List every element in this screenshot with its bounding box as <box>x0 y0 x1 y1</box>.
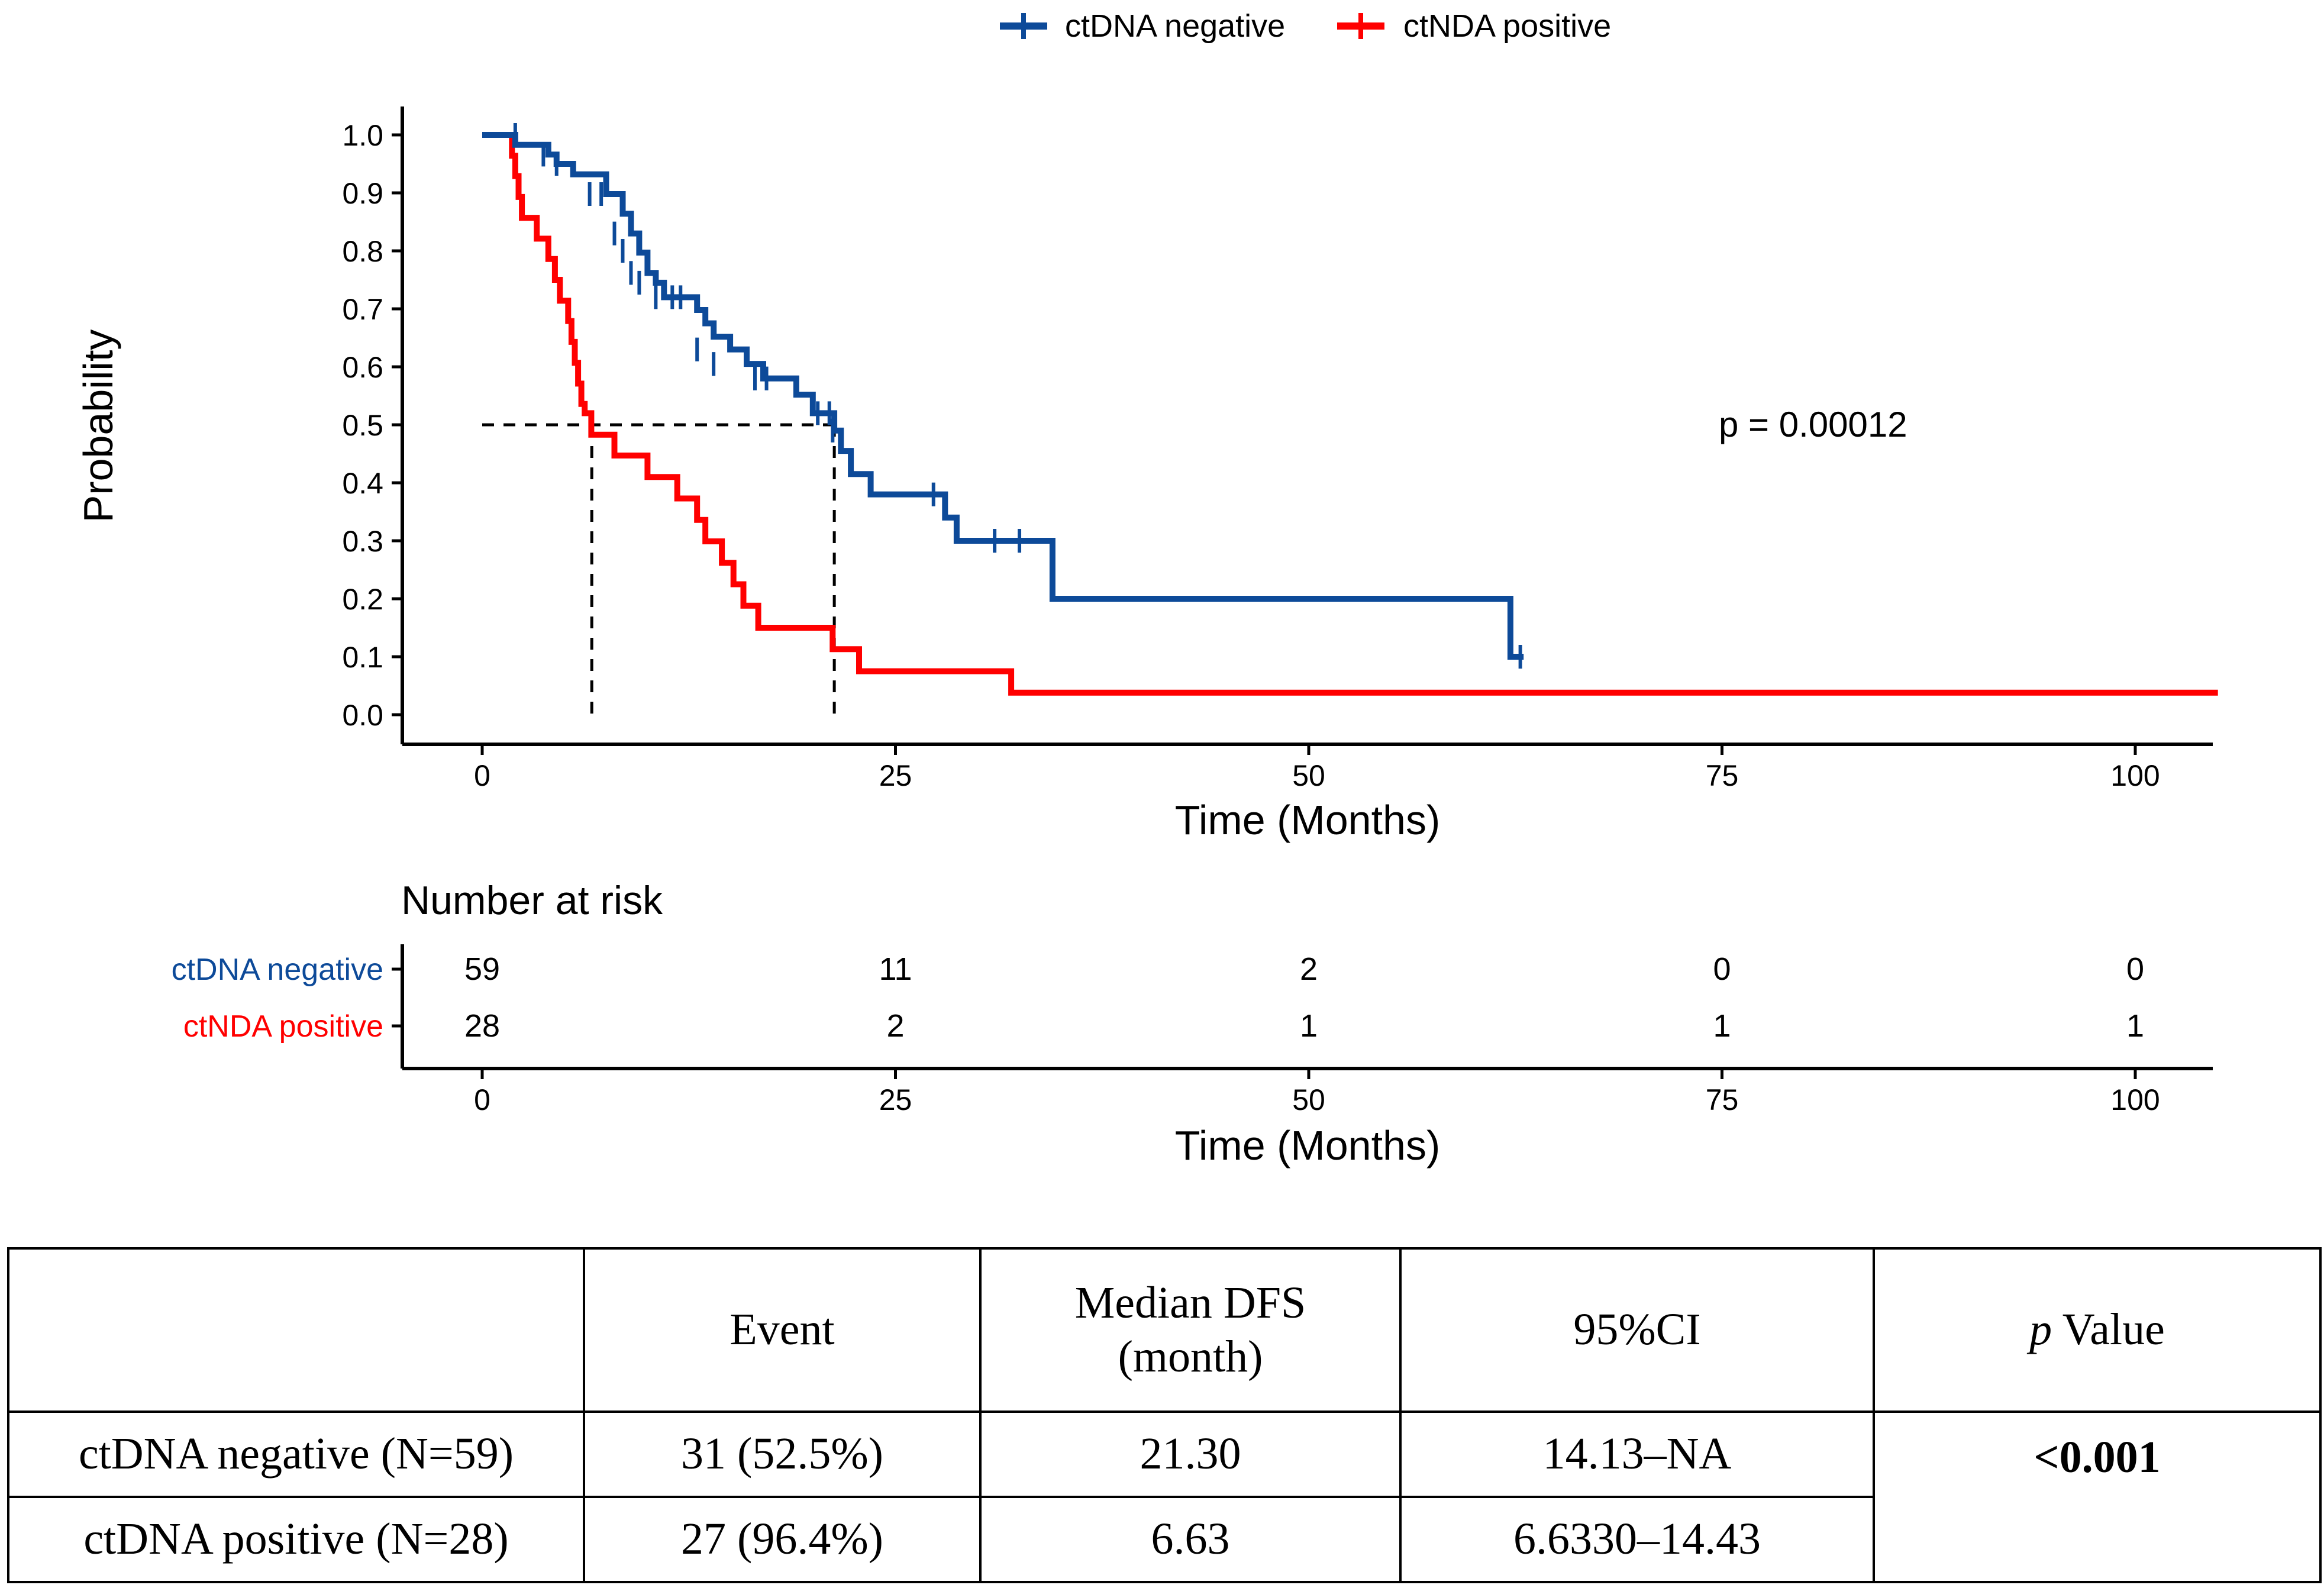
risk-row-label: ctNDA positive <box>183 1009 383 1044</box>
table-row: ctDNA negative (N=59) 31 (52.5%) 21.30 1… <box>7 1411 2322 1583</box>
row-median-positive: 6.63 <box>979 1496 1402 1583</box>
y-tick-label: 1.0 <box>342 119 383 152</box>
y-tick-label: 0.8 <box>342 235 383 268</box>
risk-value: 59 <box>464 951 500 987</box>
y-tick-label: 0.9 <box>342 177 383 210</box>
x-tick-label: 100 <box>2110 759 2160 792</box>
x-tick-group: 0 25 50 75 100 <box>474 744 2160 792</box>
y-tick-label: 0.7 <box>342 293 383 326</box>
y-tick-label: 0.1 <box>342 641 383 674</box>
table-header-row: Event Median DFS (month) 95%CI p Value <box>7 1247 2322 1413</box>
header-median-line1: Median DFS <box>1074 1277 1306 1328</box>
risk-x-tick-label: 50 <box>1292 1083 1325 1116</box>
header-cell-pvalue: p Value <box>1873 1247 2322 1413</box>
y-tick-label: 0.2 <box>342 583 383 616</box>
y-tick-label: 0.0 <box>342 699 383 732</box>
header-p-italic: p <box>2029 1305 2052 1355</box>
median-lines <box>482 423 836 715</box>
row-ci-negative: 14.13–NA <box>1399 1411 1875 1498</box>
legend-label-negative: ctDNA negative <box>1065 8 1285 44</box>
risk-value: 1 <box>1713 1008 1731 1044</box>
header-cell-ci: 95%CI <box>1399 1247 1875 1413</box>
y-axis-title: Probability <box>75 330 121 523</box>
x-tick-label: 25 <box>879 759 912 792</box>
legend-item-negative: ctDNA negative <box>1000 8 1285 44</box>
y-tick-group: 0.0 0.1 0.2 0.3 0.4 0.5 0.6 0.7 0.8 0.9 1.0 <box>342 119 402 732</box>
row-median-negative: 21.30 <box>979 1411 1402 1498</box>
risk-value: 2 <box>1300 951 1318 987</box>
x-axis-title: Time (Months) <box>1175 797 1441 843</box>
legend: ctDNA negative ctNDA positive <box>1000 8 1611 44</box>
series-group <box>482 123 2218 696</box>
header-cell-median: Median DFS (month) <box>979 1247 1402 1413</box>
risk-value: 0 <box>1713 951 1731 987</box>
series-line-negative <box>482 132 1524 660</box>
risk-value: 1 <box>1300 1008 1318 1044</box>
legend-label-positive: ctNDA positive <box>1403 8 1611 44</box>
y-axis: 0.0 0.1 0.2 0.3 0.4 0.5 0.6 0.7 0.8 0.9 1.0 <box>342 106 404 744</box>
series-line-positive <box>482 132 2218 696</box>
row-group-negative: ctDNA negative (N=59) <box>7 1411 585 1498</box>
risk-x-tick-label: 25 <box>879 1083 912 1116</box>
p-value-annotation: p = 0.00012 <box>1719 405 1907 444</box>
header-cell-empty <box>7 1247 585 1413</box>
header-cell-event: Event <box>583 1247 982 1413</box>
risk-value: 1 <box>2126 1008 2144 1044</box>
y-tick-label: 0.3 <box>342 525 383 558</box>
table-row: ctDNA positive (N=28) 27 (96.4%) 6.63 6.… <box>7 1496 2320 1583</box>
y-tick-label: 0.6 <box>342 351 383 384</box>
risk-x-tick-label: 75 <box>1706 1083 1739 1116</box>
risk-x-tick-label: 100 <box>2110 1083 2160 1116</box>
header-value-text: Value <box>2052 1305 2165 1355</box>
km-plot: 0.0 0.1 0.2 0.3 0.4 0.5 0.6 0.7 0.8 0.9 1.0 0 25 50 7… <box>75 106 2218 843</box>
y-tick-label: 0.5 <box>342 409 383 442</box>
row-event-negative: 31 (52.5%) <box>583 1411 982 1498</box>
row-ci-positive: 6.6330–14.43 <box>1399 1496 1875 1583</box>
risk-table-title: Number at risk <box>401 878 663 923</box>
legend-item-positive: ctNDA positive <box>1337 8 1611 44</box>
risk-x-tick-group: 0 25 50 75 100 <box>474 1069 2160 1116</box>
y-tick-label: 0.4 <box>342 467 383 500</box>
row-event-positive: 27 (96.4%) <box>583 1496 982 1583</box>
risk-row-label: ctDNA negative <box>172 953 383 987</box>
x-axis: 0 25 50 75 100 <box>402 743 2213 792</box>
x-tick-label: 50 <box>1292 759 1325 792</box>
x-tick-label: 75 <box>1706 759 1739 792</box>
row-group-positive: ctDNA positive (N=28) <box>7 1496 585 1583</box>
dfs-summary-table: Event Median DFS (month) 95%CI p Value c… <box>7 1247 2322 1583</box>
x-tick-label: 0 <box>474 759 490 792</box>
risk-x-axis-title: Time (Months) <box>1175 1122 1441 1169</box>
risk-value: 0 <box>2126 951 2144 987</box>
risk-value: 11 <box>879 951 912 987</box>
risk-value: 2 <box>886 1008 904 1044</box>
risk-x-tick-label: 0 <box>474 1083 490 1116</box>
risk-table: Number at risk ctDNA negative 59 11 2 0 0ctND… <box>172 878 2213 1169</box>
header-median-line2: (month) <box>1118 1332 1263 1382</box>
p-value-cell: <0.001 <box>1873 1411 2322 1583</box>
risk-value: 28 <box>464 1008 500 1044</box>
